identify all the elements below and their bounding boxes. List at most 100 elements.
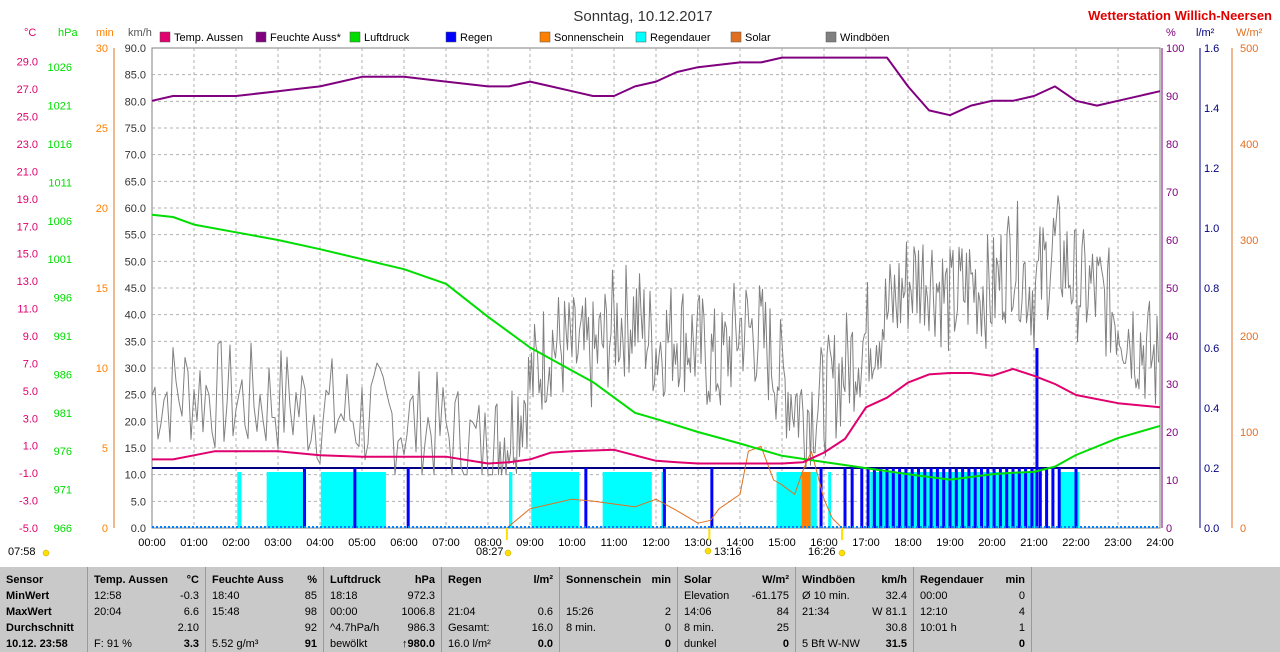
- rain-bar: [948, 468, 952, 528]
- axis-tick-label-temp: 29.0: [17, 57, 38, 69]
- rain-bar: [998, 468, 1002, 528]
- rain-bar: [1030, 468, 1034, 528]
- x-tick-label: 03:00: [264, 537, 292, 549]
- table-cell-value: W/m²: [762, 574, 789, 586]
- series-line-feuchte-auss-: [151, 56, 1161, 117]
- x-tick-label: 13:00: [684, 537, 712, 549]
- axis-unit-solar: W/m²: [1236, 27, 1263, 39]
- axis-tick-label-humidity: 30: [1166, 379, 1178, 391]
- x-tick-label: 10:00: [558, 537, 586, 549]
- axis-tick-label-minutes: 15: [96, 283, 108, 295]
- axis-tick-label-wind: 10.0: [125, 470, 146, 482]
- axis-tick-label-pressure: 996: [54, 293, 72, 305]
- x-tick-label: 14:00: [726, 537, 754, 549]
- rain-bar: [843, 468, 847, 528]
- table-cell-label: 8 min.: [684, 622, 714, 634]
- axis-tick-label-rain: 1.6: [1204, 43, 1219, 55]
- axis-tick-label-wind: 55.0: [125, 230, 146, 242]
- axis-tick-label-temp: 25.0: [17, 112, 38, 124]
- axis-tick-label-pressure: 966: [54, 523, 72, 535]
- axis-tick-label-temp: -3.0: [19, 496, 38, 508]
- table-cell-value: ↑980.0: [401, 638, 435, 650]
- x-tick-label: 08:00: [474, 537, 502, 549]
- axis-tick-label-temp: 5.0: [23, 386, 38, 398]
- axis-tick-label-humidity: 80: [1166, 139, 1178, 151]
- table-cell-label: Regen: [448, 574, 482, 586]
- table-cell-value: hPa: [414, 574, 435, 586]
- sun-marker-label: 13:16: [714, 546, 742, 558]
- rain-bar: [1045, 468, 1049, 528]
- axis-tick-label-pressure: 991: [54, 331, 72, 343]
- axis-tick-label-pressure: 1006: [48, 216, 72, 228]
- x-tick-label: 23:00: [1104, 537, 1132, 549]
- axis-tick-label-wind: 85.0: [125, 70, 146, 82]
- legend-label: Luftdruck: [364, 32, 410, 44]
- table-cell-value: 0.6: [537, 606, 553, 618]
- table-cell-label: 18:18: [330, 590, 358, 602]
- table-cell-value: 0: [1018, 638, 1025, 650]
- x-tick-label: 11:00: [601, 537, 628, 549]
- rain-bar: [961, 468, 965, 528]
- axis-tick-label-wind: 20.0: [125, 416, 146, 428]
- table-cell-value: l/m²: [533, 574, 553, 586]
- series-line-temp-aussen: [152, 367, 1161, 465]
- axis-tick-label-temp: -5.0: [19, 523, 38, 535]
- rain-bar: [866, 468, 870, 528]
- table-cell-label: 12:58: [94, 590, 122, 602]
- grid: [151, 47, 1161, 529]
- legend-label: Regen: [460, 32, 492, 44]
- table-column-feuchte-auss: Feuchte Auss% 18:40 85 15:48 98 92 5.52 g/m³ 91: [206, 567, 324, 652]
- legend-swatch: [445, 31, 457, 43]
- table-cell-label: 21:34: [802, 606, 830, 618]
- x-tick-label: 06:00: [390, 537, 418, 549]
- table-cell-label: ^4.7hPa/h: [330, 622, 380, 634]
- rain-bar: [1074, 468, 1078, 528]
- axis-tick-label-wind: 30.0: [125, 363, 146, 375]
- rain-bar: [967, 468, 971, 528]
- axis-tick-label-rain: 0.8: [1204, 283, 1219, 295]
- axis-tick-label-humidity: 60: [1166, 235, 1178, 247]
- rain-bar: [353, 468, 357, 528]
- axis-tick-label-wind: 0.0: [131, 523, 146, 535]
- table-cell-value: 31.5: [885, 638, 907, 650]
- rain-bar: [710, 468, 714, 528]
- table-cell-label: 10:01 h: [920, 622, 957, 634]
- rain-bar: [860, 468, 864, 528]
- table-cell-value: 30.8: [885, 622, 907, 634]
- x-tick-label: 04:00: [306, 537, 334, 549]
- axis-tick-label-temp: 15.0: [17, 249, 38, 261]
- rain-bar: [662, 468, 666, 528]
- table-cell-value: 986.3: [407, 622, 435, 634]
- table-column-sonnenschein: Sonnenschein min 15:26 2 8 min. 0 0: [560, 567, 678, 652]
- rain-bar: [910, 468, 914, 528]
- table-cell-value: 0: [782, 638, 789, 650]
- axis-tick-label-wind: 70.0: [125, 150, 146, 162]
- legend-label: Windböen: [840, 32, 890, 44]
- axis-unit-rain: l/m²: [1196, 27, 1215, 39]
- table-cell-label: Windböen: [802, 574, 856, 586]
- axis-tick-label-humidity: 70: [1166, 187, 1178, 199]
- axis-unit-temp: °C: [24, 27, 36, 39]
- x-tick-label: 18:00: [894, 537, 922, 549]
- table-cell-value: 2.10: [177, 622, 199, 634]
- axis-tick-label-solar: 400: [1240, 139, 1258, 151]
- axis-tick-label-temp: 23.0: [17, 139, 38, 151]
- rain-bar: [923, 468, 927, 528]
- axis-tick-label-wind: 40.0: [125, 310, 146, 322]
- axis-tick-label-temp: 17.0: [17, 221, 38, 233]
- x-tick-label: 20:00: [978, 537, 1006, 549]
- rain-bar: [1011, 468, 1015, 528]
- table-column-luftdruck: Luftdruck hPa 18:18 972.3 00:00 1006.8 ^4.7hPa…: [324, 567, 442, 652]
- legend-label: Sonnenschein: [554, 32, 624, 44]
- legend-swatch: [635, 31, 647, 43]
- rain-bar: [1024, 468, 1028, 528]
- rain-bar: [929, 468, 933, 528]
- x-tick-label: 16:00: [810, 537, 838, 549]
- axis-tick-label-pressure: 981: [54, 408, 72, 420]
- table-cell-label: Luftdruck: [330, 574, 381, 586]
- table-cell-value: 6.6: [183, 606, 199, 618]
- table-cell-label: Feuchte Auss: [212, 574, 284, 586]
- axis-tick-label-humidity: 90: [1166, 91, 1178, 103]
- block-regendauer: [509, 472, 513, 528]
- table-cell-label: Sonnenschein: [566, 574, 642, 586]
